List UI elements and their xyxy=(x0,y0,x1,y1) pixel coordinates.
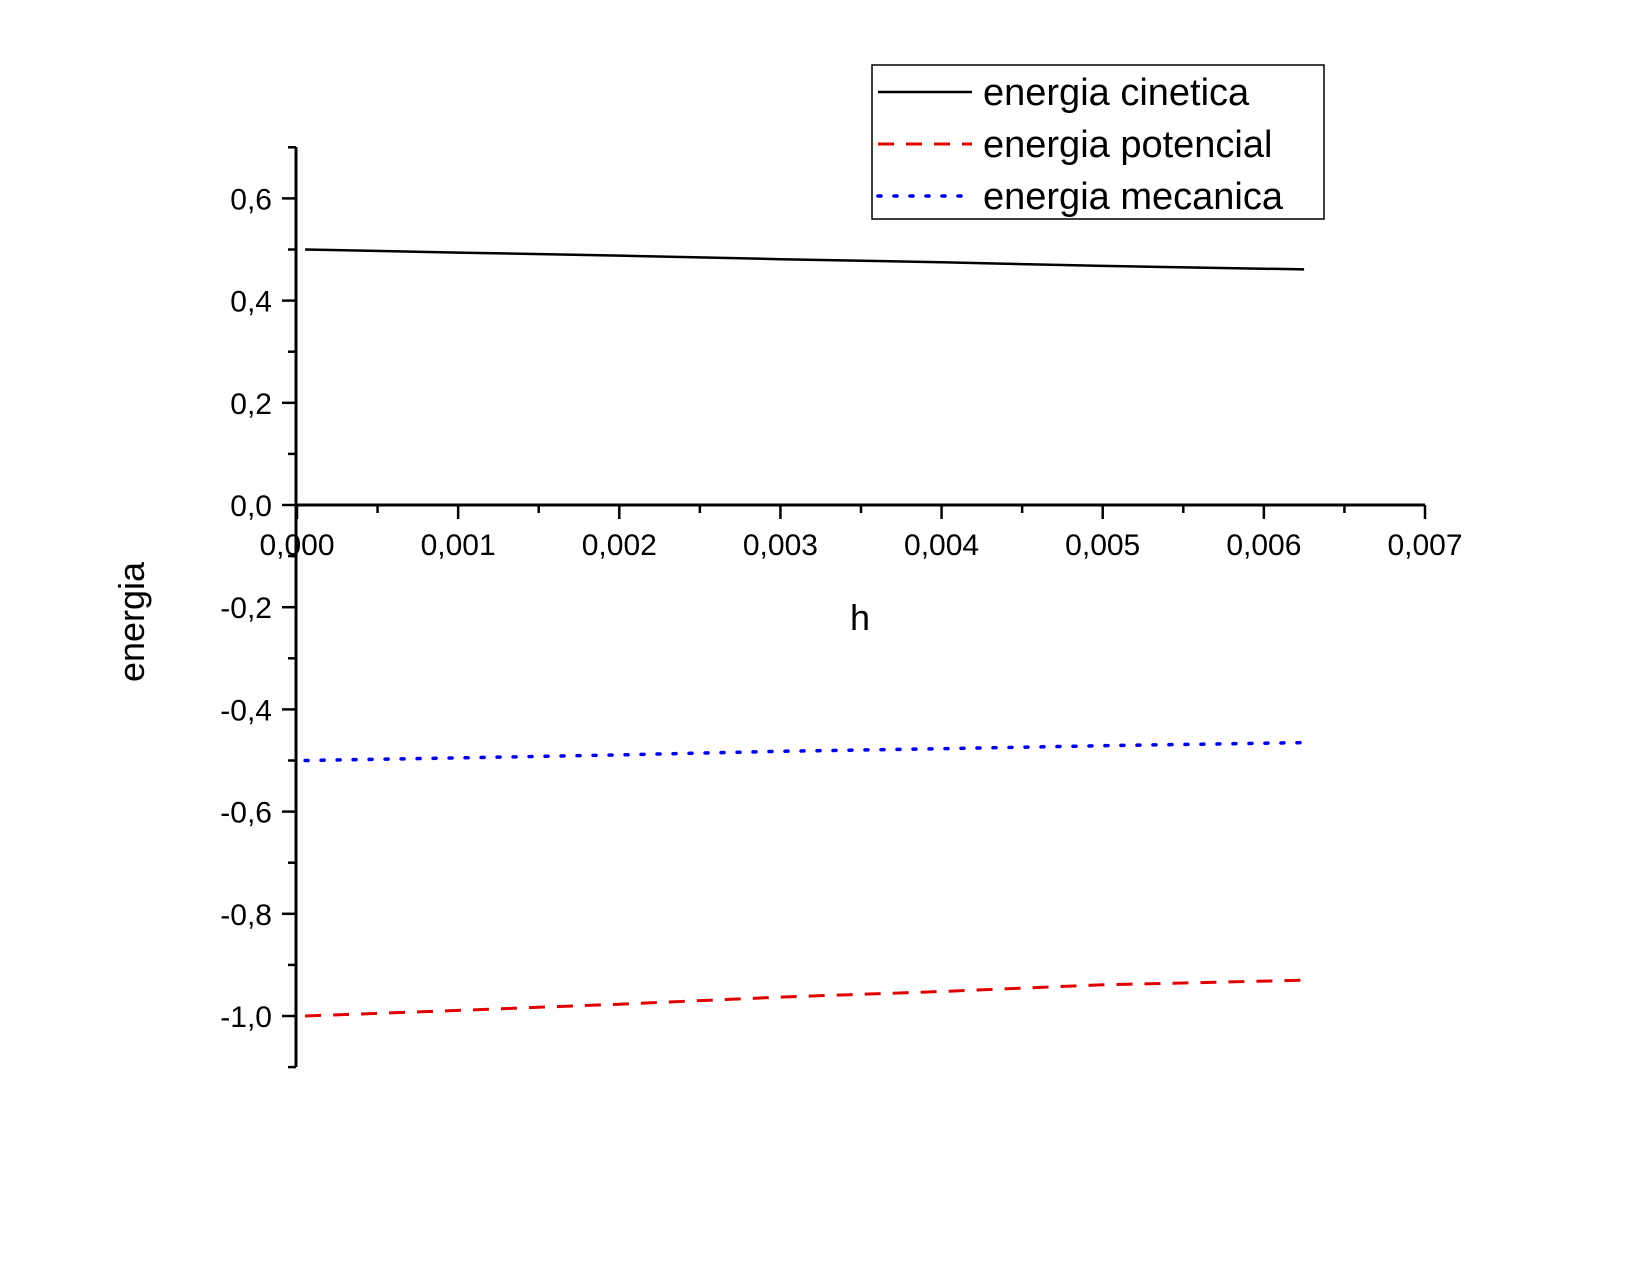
series-line-2 xyxy=(305,978,1305,1018)
x-tick-label: 0,005 xyxy=(1065,529,1140,562)
x-tick-label: 0,001 xyxy=(421,529,496,562)
y-tick-label: -1,0 xyxy=(220,1001,272,1034)
x-tick-label: 0,002 xyxy=(582,529,657,562)
y-tick-label: -0,8 xyxy=(220,899,272,932)
series-layer xyxy=(303,248,1306,1018)
x-tick-label: 0,003 xyxy=(743,529,818,562)
y-tick-label: -0,4 xyxy=(220,694,272,727)
legend-label: energia potencial xyxy=(983,124,1272,166)
y-tick-label: -0,2 xyxy=(220,592,272,625)
y-tick-label: 0,6 xyxy=(230,183,272,216)
x-tick-label: 0,000 xyxy=(259,529,334,562)
legend-box xyxy=(871,64,1325,220)
legend: energia cinetica energia potencial energia… xyxy=(871,64,1325,220)
series-line-3 xyxy=(303,740,1306,763)
y-tick-label: 0,4 xyxy=(230,286,272,319)
y-tick-label: -0,6 xyxy=(220,797,272,830)
series-line-1 xyxy=(305,248,1305,271)
legend-label: energia cinetica xyxy=(983,72,1250,114)
x-tick-label: 0,006 xyxy=(1226,529,1301,562)
axes: 0,6 0,4 0,2 0,0 -0,2 -0,4 -0,6 -0,8 -1,0 0,000 0,0… xyxy=(220,146,1463,1069)
legend-label: energia mecanica xyxy=(983,176,1284,218)
y-tick-label: 0,2 xyxy=(230,388,272,421)
y-axis-title: energia xyxy=(111,561,152,682)
x-tick-label: 0,007 xyxy=(1387,529,1462,562)
x-tick-label: 0,004 xyxy=(904,529,979,562)
x-axis-title: h xyxy=(850,597,870,638)
y-tick-label: 0,0 xyxy=(230,490,272,523)
